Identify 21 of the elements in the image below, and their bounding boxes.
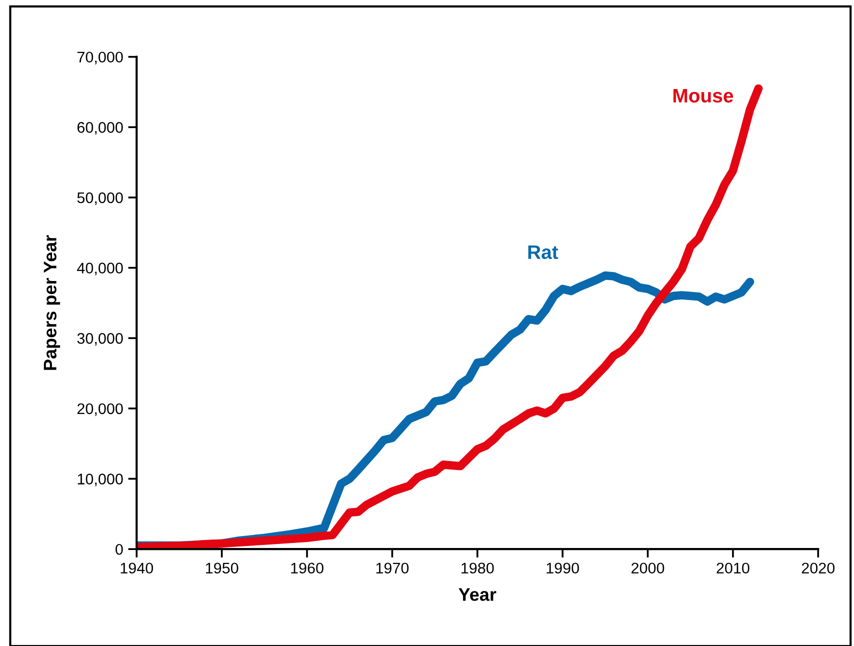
x-tick-label: 2000 [632,562,664,574]
x-tick-label: 1940 [120,562,154,574]
y-tick-label: 70,000 [78,52,123,64]
y-tick-label: 60,000 [78,122,123,135]
y-tick-label: 50,000 [77,192,123,205]
series-label: Rat [528,246,558,260]
x-tick-label: 1990 [546,562,579,574]
y-tick-label: 10,000 [78,474,123,486]
y-tick-label: 20,000 [77,403,123,416]
x-tick-label: 1950 [206,562,238,574]
x-tick-label: 1980 [462,562,494,574]
x-tick-label: 2010 [716,562,750,574]
x-tick-label: 1970 [376,562,409,574]
y-tick-label: 0 [116,544,123,555]
series-label: Mouse [673,89,734,103]
y-tick-label: 40,000 [77,262,123,276]
x-tick-label: 1960 [291,562,324,574]
y-axis-title: Papers per Year [44,235,60,370]
y-tick-label: 30,000 [77,333,123,346]
x-axis-title: Year [458,588,496,601]
x-tick-label: 2020 [802,562,835,574]
